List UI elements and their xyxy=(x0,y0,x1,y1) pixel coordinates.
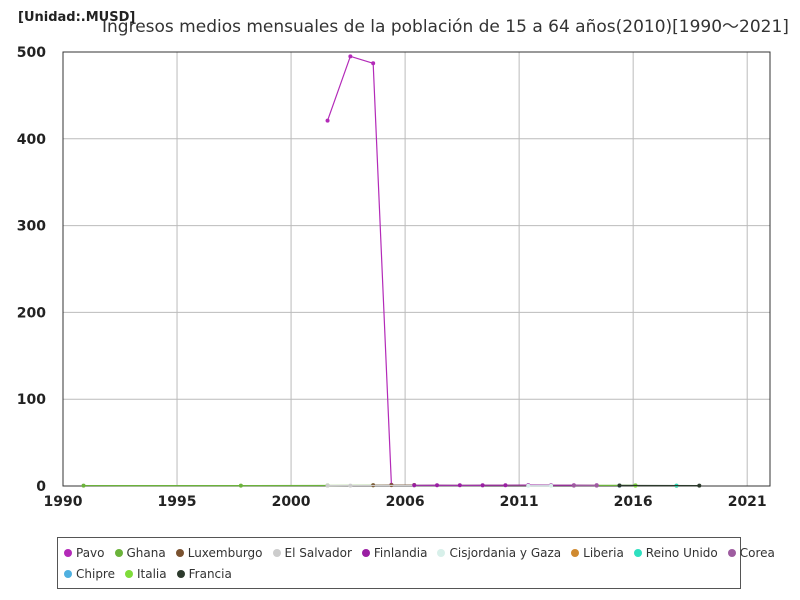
legend-label: Chipre xyxy=(76,567,115,581)
legend-item-el-salvador[interactable]: El Salvador xyxy=(272,546,352,560)
legend-label: El Salvador xyxy=(284,546,352,560)
axes: 1990 1995 2000 2006 2011 2016 2021 0 100 200 300 40… xyxy=(17,45,767,510)
legend-label: Ghana xyxy=(126,546,166,560)
data-point[interactable] xyxy=(412,483,417,488)
x-tick-label: 2016 xyxy=(614,494,653,510)
data-point[interactable] xyxy=(503,483,508,488)
legend-marker xyxy=(727,549,736,557)
x-tick-label: 1995 xyxy=(158,494,197,510)
legend-item-pavo[interactable]: Pavo xyxy=(64,546,105,560)
y-tick-label: 0 xyxy=(36,479,46,495)
y-tick-label: 200 xyxy=(17,305,46,321)
data-point[interactable] xyxy=(549,483,554,488)
legend-marker xyxy=(633,549,642,557)
legend-marker xyxy=(175,549,184,557)
legend-item-finlandia[interactable]: Finlandia xyxy=(361,546,428,560)
y-tick-label: 300 xyxy=(17,219,46,235)
series-finlandia xyxy=(412,483,599,488)
y-tick-label: 400 xyxy=(17,132,46,148)
x-tick-label: 1990 xyxy=(44,494,83,510)
data-point[interactable] xyxy=(325,118,330,123)
data-point[interactable] xyxy=(526,483,531,488)
legend-item-cisjordania-y-gaza[interactable]: Cisjordania y Gaza xyxy=(437,546,561,560)
legend-label: Luxemburgo xyxy=(187,546,263,560)
legend-marker xyxy=(114,549,123,557)
data-point[interactable] xyxy=(617,483,622,488)
series-layer xyxy=(81,54,702,488)
data-point[interactable] xyxy=(697,483,702,488)
legend-row: Pavo Ghana Luxemburgo El Salvador Finlandia C… xyxy=(64,545,785,561)
legend-marker xyxy=(571,549,580,557)
x-tick-label: 2000 xyxy=(272,494,311,510)
data-point[interactable] xyxy=(571,483,576,488)
series-pavo xyxy=(325,54,394,487)
chart-title: Ingresos medios mensuales de la població… xyxy=(102,17,789,37)
legend-item-corea[interactable]: Corea xyxy=(727,546,775,560)
legend-marker xyxy=(176,570,185,578)
legend-row: Chipre Italia Francia xyxy=(64,566,242,582)
series-francia xyxy=(617,483,702,488)
data-point[interactable] xyxy=(435,483,440,488)
data-point[interactable] xyxy=(457,483,462,488)
legend-marker xyxy=(437,549,446,557)
legend-label: Reino Unido xyxy=(645,546,718,560)
y-tick-label: 100 xyxy=(17,392,46,408)
unit-label: [Unidad:.MUSD] xyxy=(18,10,136,25)
legend-label: Cisjordania y Gaza xyxy=(449,546,562,560)
legend-item-italia[interactable]: Italia xyxy=(125,567,167,581)
plot-frame xyxy=(62,51,771,487)
data-point[interactable] xyxy=(348,54,353,59)
legend-item-chipre[interactable]: Chipre xyxy=(64,567,115,581)
legend-marker xyxy=(125,570,133,578)
legend-label: Italia xyxy=(137,567,167,581)
legend-label: Francia xyxy=(188,567,232,581)
legend-label: Liberia xyxy=(583,546,624,560)
legend-marker xyxy=(64,570,72,578)
data-point[interactable] xyxy=(594,483,599,488)
legend-marker xyxy=(64,549,72,557)
x-tick-label: 2021 xyxy=(728,494,767,510)
x-tick-label: 2006 xyxy=(386,494,425,510)
data-point[interactable] xyxy=(371,61,376,66)
legend-marker xyxy=(361,549,370,557)
data-point[interactable] xyxy=(81,483,86,488)
data-point[interactable] xyxy=(238,483,243,488)
x-tick-label: 2011 xyxy=(500,494,539,510)
legend-item-francia[interactable]: Francia xyxy=(176,567,232,581)
legend-label: Pavo xyxy=(76,546,105,560)
legend-item-reino-unido[interactable]: Reino Unido xyxy=(633,546,718,560)
data-point[interactable] xyxy=(348,483,353,488)
grid-lines xyxy=(63,51,770,486)
legend-item-liberia[interactable]: Liberia xyxy=(571,546,624,560)
legend-label: Corea xyxy=(739,546,775,560)
data-point[interactable] xyxy=(325,483,330,488)
legend-label: Finlandia xyxy=(373,546,428,560)
legend-item-ghana[interactable]: Ghana xyxy=(114,546,166,560)
series-corea xyxy=(571,483,599,488)
series-line xyxy=(326,55,393,485)
legend-marker xyxy=(272,549,281,557)
legend: Pavo Ghana Luxemburgo El Salvador Finlandia C… xyxy=(57,537,775,589)
data-point[interactable] xyxy=(480,483,485,488)
series-cisjordania-y-gaza xyxy=(526,483,554,488)
y-tick-label: 500 xyxy=(17,45,46,61)
legend-item-luxemburgo[interactable]: Luxemburgo xyxy=(175,546,263,560)
